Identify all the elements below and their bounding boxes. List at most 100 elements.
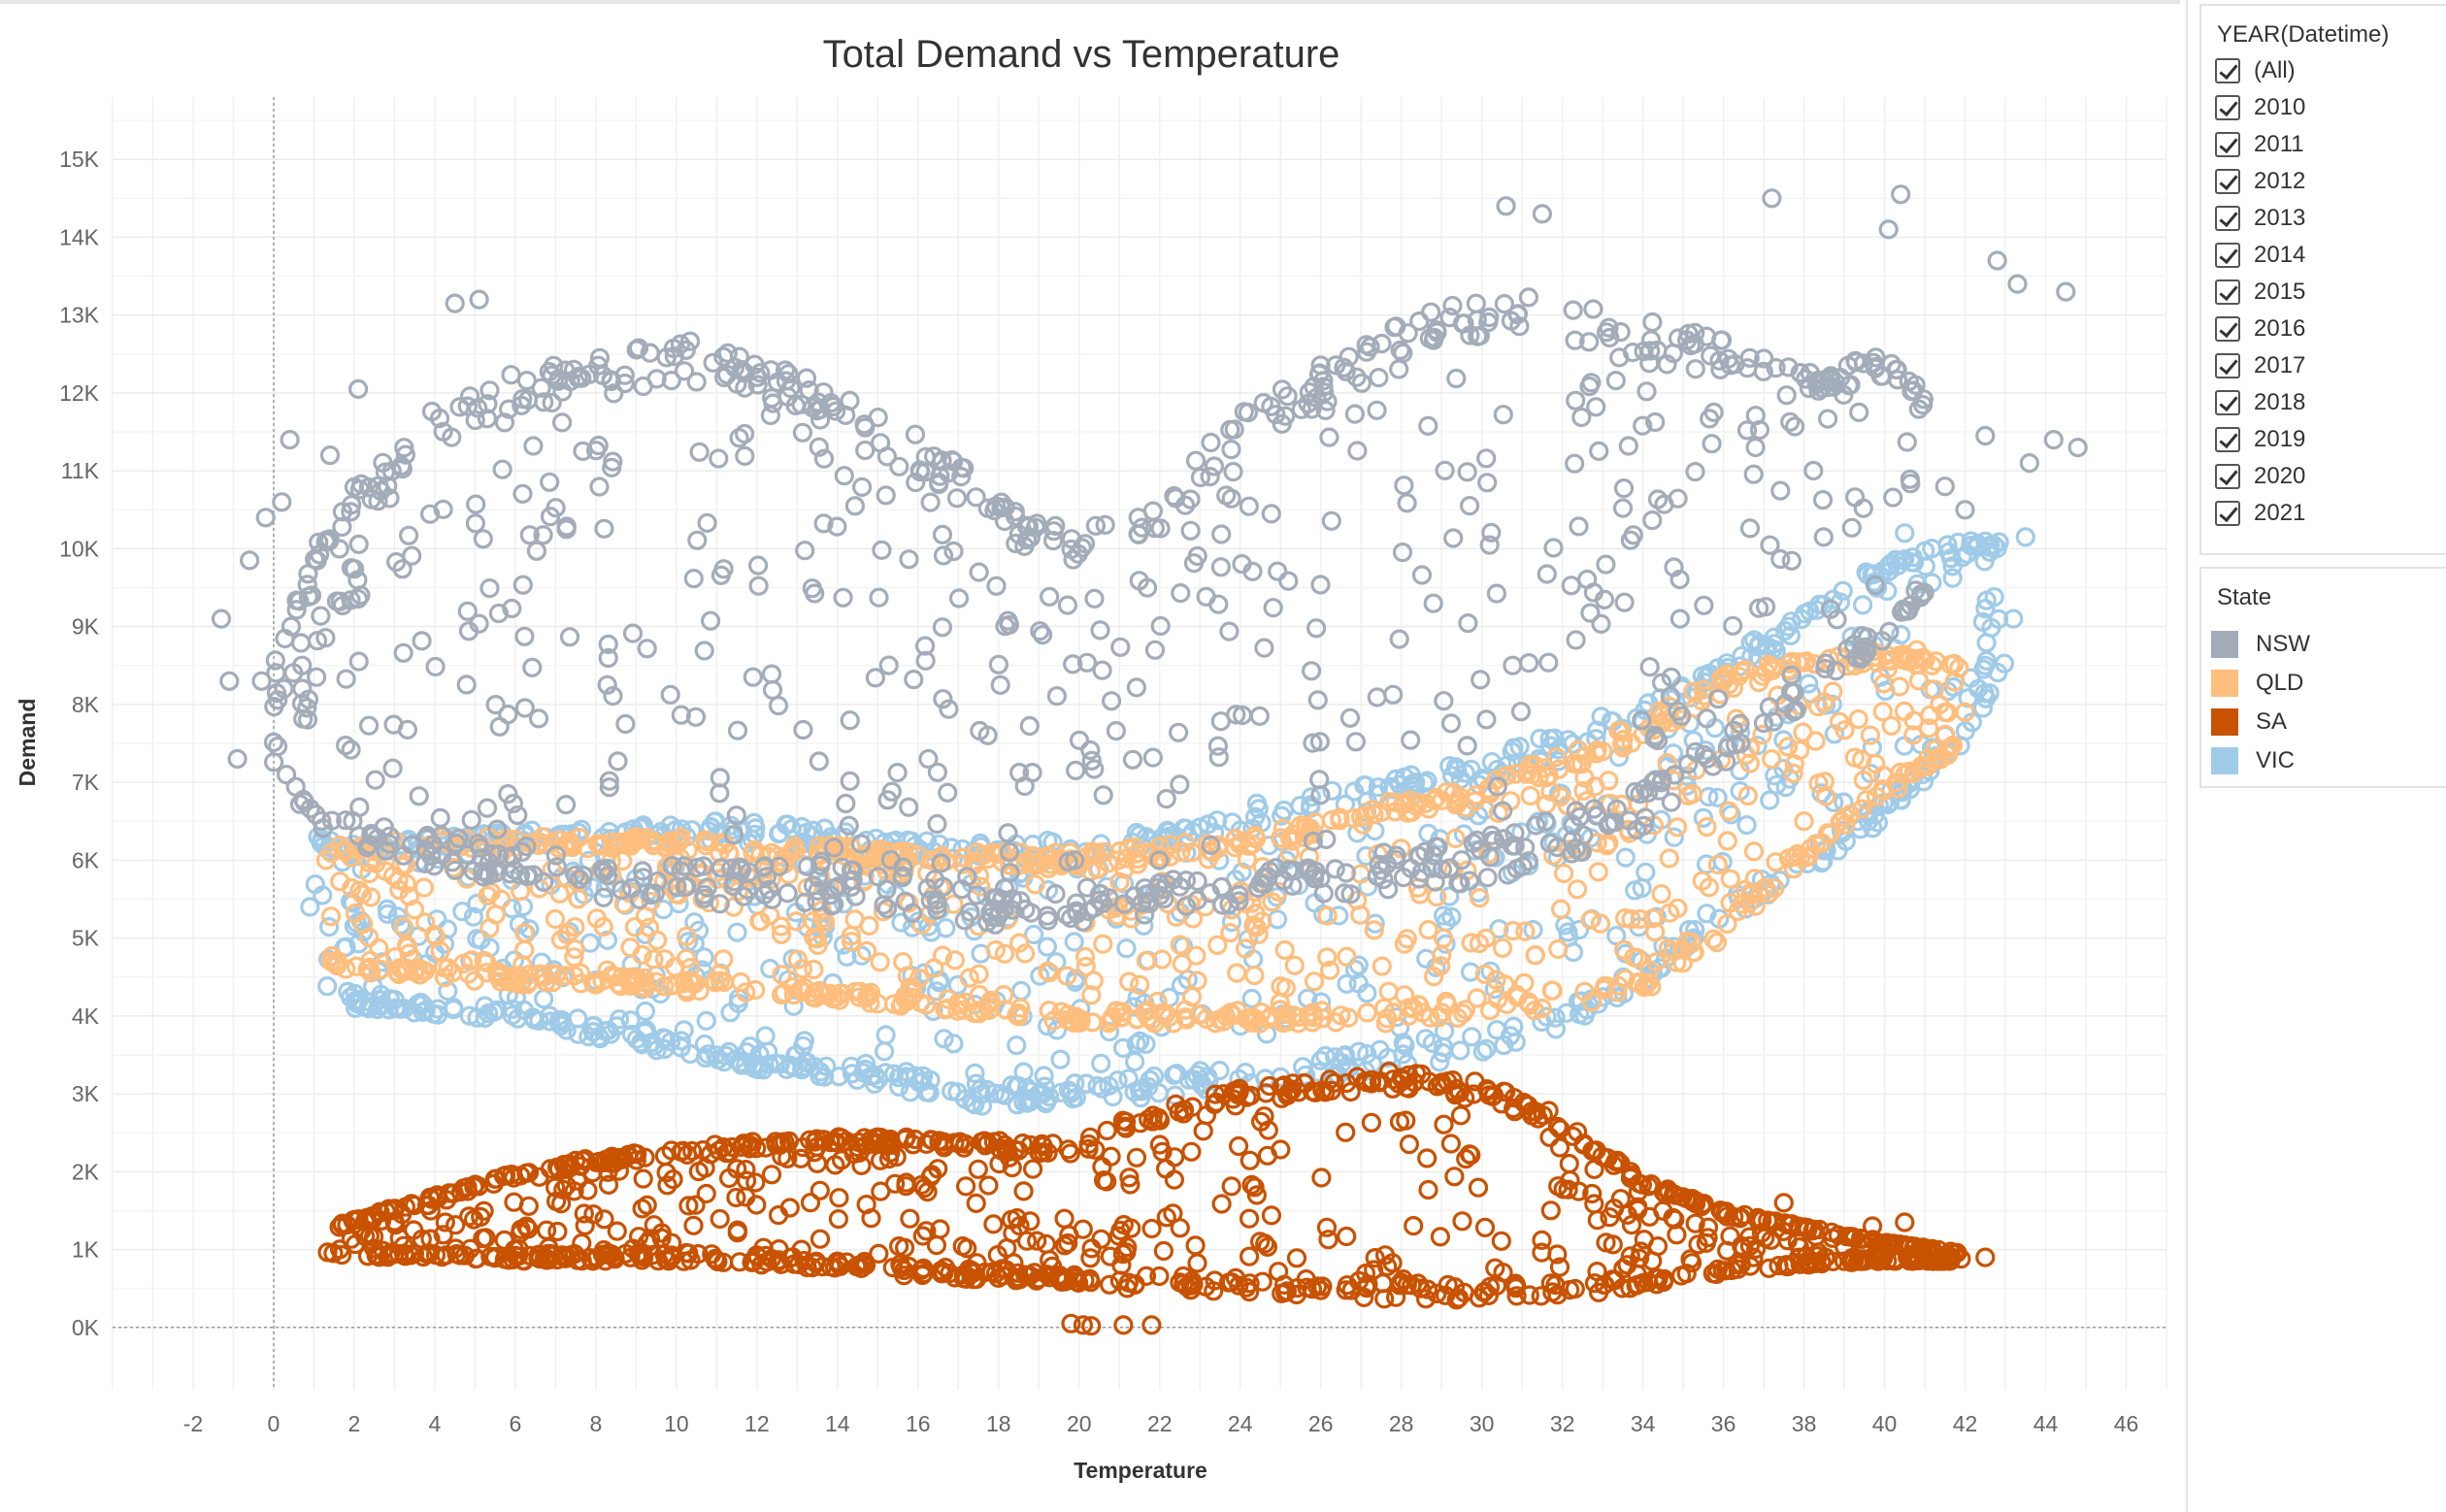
data-point[interactable] xyxy=(1506,1286,1527,1306)
data-point[interactable] xyxy=(918,748,939,770)
data-point[interactable] xyxy=(1364,920,1384,940)
data-point[interactable] xyxy=(808,880,828,902)
data-point[interactable] xyxy=(1075,956,1096,977)
data-point[interactable] xyxy=(1614,592,1635,612)
data-point[interactable] xyxy=(1016,530,1038,550)
data-point[interactable] xyxy=(839,815,859,836)
data-point[interactable] xyxy=(1546,746,1567,768)
data-point[interactable] xyxy=(744,1252,764,1272)
data-point[interactable] xyxy=(792,1060,812,1080)
data-point[interactable] xyxy=(1037,937,1058,957)
data-point[interactable] xyxy=(809,437,829,457)
data-point[interactable] xyxy=(1628,1274,1648,1296)
data-point[interactable] xyxy=(1678,754,1699,774)
data-point[interactable] xyxy=(1005,1139,1025,1160)
data-point[interactable] xyxy=(1542,1282,1563,1302)
data-point[interactable] xyxy=(473,861,493,882)
data-point[interactable] xyxy=(1106,720,1127,741)
data-point[interactable] xyxy=(792,422,813,443)
data-point[interactable] xyxy=(1780,411,1801,432)
data-point[interactable] xyxy=(1303,831,1323,852)
data-point[interactable] xyxy=(931,853,951,873)
year-filter-item[interactable]: 2015 xyxy=(2201,274,2446,311)
data-point[interactable] xyxy=(1345,732,1367,752)
data-point[interactable] xyxy=(1661,667,1681,688)
data-point[interactable] xyxy=(1536,811,1556,832)
data-point[interactable] xyxy=(1856,642,1877,663)
data-point[interactable] xyxy=(280,430,300,450)
data-point[interactable] xyxy=(479,380,500,401)
data-point[interactable] xyxy=(477,409,497,429)
data-point[interactable] xyxy=(840,771,860,792)
data-point[interactable] xyxy=(1667,817,1688,838)
data-point[interactable] xyxy=(1241,1174,1262,1196)
data-point[interactable] xyxy=(643,835,664,856)
data-point[interactable] xyxy=(1525,945,1545,966)
data-point[interactable] xyxy=(1833,580,1853,601)
data-point[interactable] xyxy=(1624,947,1644,968)
data-point[interactable] xyxy=(1197,1067,1218,1087)
data-point[interactable] xyxy=(1975,1247,1996,1267)
data-point[interactable] xyxy=(1604,812,1625,833)
data-point[interactable] xyxy=(813,448,835,469)
data-point[interactable] xyxy=(534,989,554,1009)
data-point[interactable] xyxy=(1278,571,1299,591)
data-point[interactable] xyxy=(771,924,792,944)
data-point[interactable] xyxy=(679,331,701,351)
data-point[interactable] xyxy=(1315,1082,1336,1102)
data-point[interactable] xyxy=(546,857,568,877)
data-point[interactable] xyxy=(1697,816,1717,838)
data-point[interactable] xyxy=(951,467,972,487)
data-point[interactable] xyxy=(517,389,539,411)
data-point[interactable] xyxy=(1040,586,1060,608)
data-point[interactable] xyxy=(1957,543,1977,564)
data-point[interactable] xyxy=(1599,833,1619,853)
data-point[interactable] xyxy=(1101,691,1122,711)
data-point[interactable] xyxy=(1506,1275,1527,1297)
data-point[interactable] xyxy=(462,950,482,970)
data-point[interactable] xyxy=(731,359,752,380)
data-point[interactable] xyxy=(1240,1150,1260,1170)
data-point[interactable] xyxy=(1903,1236,1925,1257)
data-point[interactable] xyxy=(1039,846,1059,867)
data-point[interactable] xyxy=(786,911,807,932)
data-point[interactable] xyxy=(656,347,677,368)
data-point[interactable] xyxy=(1883,487,1903,508)
data-point[interactable] xyxy=(708,1049,728,1069)
data-point[interactable] xyxy=(757,1041,778,1062)
data-point[interactable] xyxy=(1174,495,1196,515)
series-sa[interactable] xyxy=(317,1062,1996,1336)
data-point[interactable] xyxy=(1739,518,1761,539)
data-point[interactable] xyxy=(1144,640,1166,660)
data-point[interactable] xyxy=(1518,287,1539,308)
data-point[interactable] xyxy=(476,1228,496,1248)
data-point[interactable] xyxy=(1718,348,1738,369)
data-point[interactable] xyxy=(2043,430,2064,450)
data-point[interactable] xyxy=(1130,1031,1150,1051)
data-point[interactable] xyxy=(905,424,926,444)
data-point[interactable] xyxy=(394,438,414,458)
data-point[interactable] xyxy=(705,1134,725,1155)
series-layer[interactable] xyxy=(211,184,2088,1336)
data-point[interactable] xyxy=(1371,860,1392,880)
data-point[interactable] xyxy=(385,998,406,1018)
data-point[interactable] xyxy=(1708,689,1729,709)
data-point[interactable] xyxy=(393,1235,413,1256)
data-point[interactable] xyxy=(435,968,455,988)
data-point[interactable] xyxy=(1425,871,1445,892)
data-point[interactable] xyxy=(635,968,655,988)
data-point[interactable] xyxy=(1119,1167,1140,1188)
data-point[interactable] xyxy=(1433,928,1454,948)
data-point[interactable] xyxy=(1129,571,1149,591)
data-point[interactable] xyxy=(745,1172,766,1193)
data-point[interactable] xyxy=(551,412,573,433)
data-point[interactable] xyxy=(1325,859,1345,879)
data-point[interactable] xyxy=(1515,838,1536,858)
data-point[interactable] xyxy=(1239,1246,1260,1266)
data-point[interactable] xyxy=(1262,892,1282,912)
data-point[interactable] xyxy=(1773,1193,1794,1213)
data-point[interactable] xyxy=(1571,407,1592,428)
data-point[interactable] xyxy=(1160,846,1180,868)
data-point[interactable] xyxy=(1261,504,1281,524)
data-point[interactable] xyxy=(1307,690,1328,710)
